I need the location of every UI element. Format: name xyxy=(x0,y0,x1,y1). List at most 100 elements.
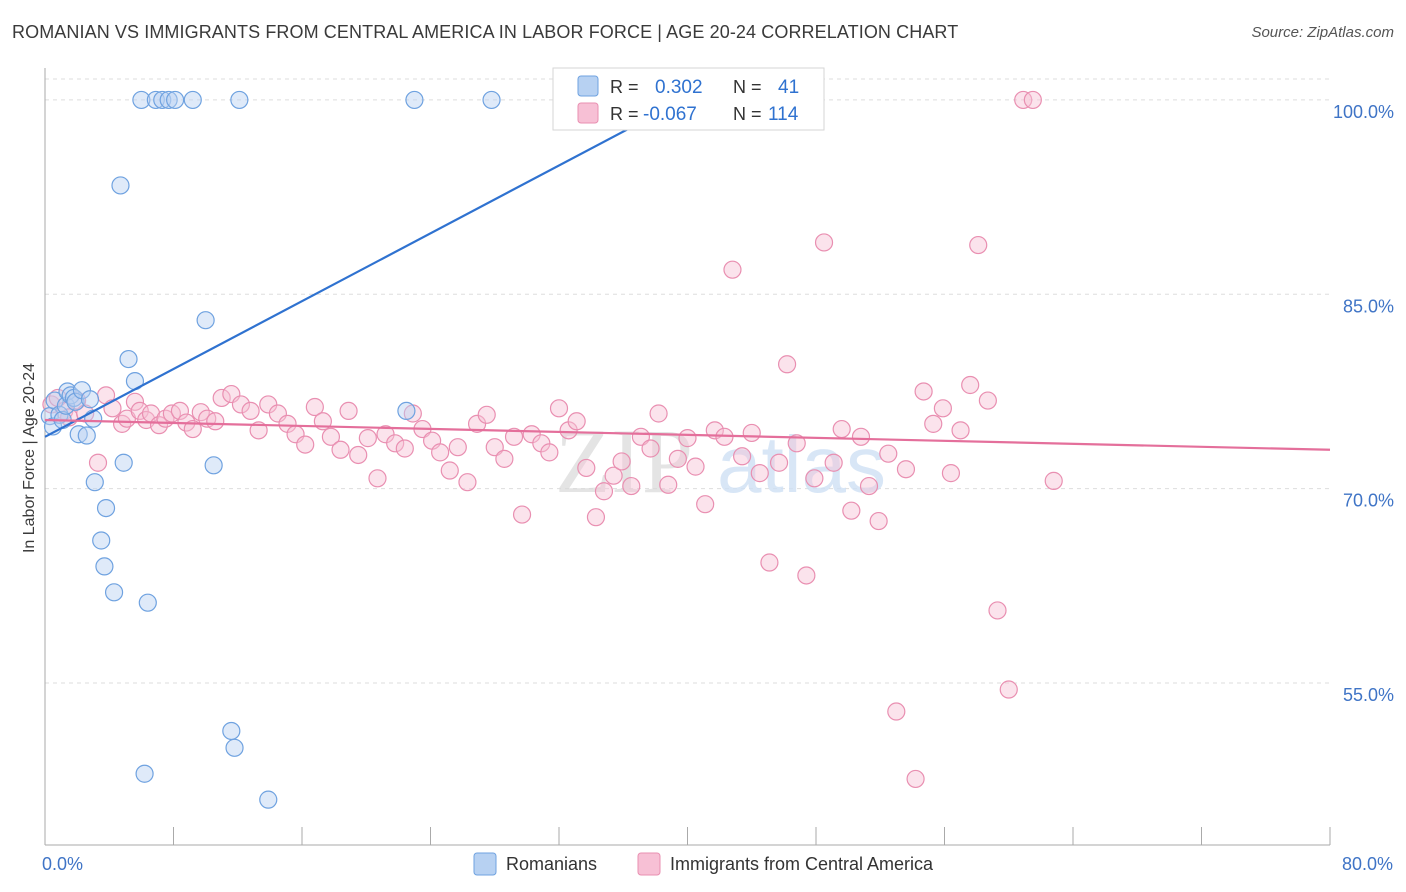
immigrants-point xyxy=(241,401,260,421)
romanians-point xyxy=(222,721,241,741)
immigrants-point xyxy=(659,475,678,494)
immigrants-point xyxy=(1014,90,1033,110)
immigrants-point xyxy=(331,440,350,459)
immigrants-point xyxy=(183,419,202,439)
immigrants-point xyxy=(649,404,668,423)
immigrants-point xyxy=(259,395,278,414)
immigrants-point xyxy=(440,461,459,480)
immigrants-point xyxy=(88,453,108,472)
romanians-points xyxy=(40,90,501,809)
chart-title: ROMANIAN VS IMMIGRANTS FROM CENTRAL AMER… xyxy=(12,22,959,42)
immigrants-point xyxy=(941,464,961,483)
immigrants-point xyxy=(567,412,586,431)
trend-lines xyxy=(44,92,1331,451)
immigrants-point xyxy=(191,403,210,422)
romanians-point xyxy=(114,453,133,472)
romanians-point xyxy=(225,738,244,757)
romanians-point xyxy=(66,392,85,411)
legend-romanians-swatch xyxy=(473,852,497,876)
immigrants-point xyxy=(723,260,742,279)
immigrants-point xyxy=(368,469,387,488)
immigrants-point xyxy=(448,438,467,457)
immigrants-point xyxy=(696,495,715,514)
immigrants-point xyxy=(896,460,916,479)
romanians-point xyxy=(146,90,165,110)
immigrants-point xyxy=(742,423,761,443)
immigrants-point xyxy=(612,452,631,471)
immigrants-swatch xyxy=(577,102,599,124)
immigrants-point xyxy=(431,443,450,462)
immigrants-point xyxy=(686,457,705,476)
immigrants-point xyxy=(678,429,697,448)
immigrants-point xyxy=(750,464,769,483)
immigrants-point xyxy=(386,434,405,453)
romanians-point xyxy=(259,790,278,809)
legend-n-label-immigrants: N = xyxy=(733,104,762,124)
immigrants-point xyxy=(769,453,789,472)
legend-r-label-romanians: R = xyxy=(610,77,639,97)
immigrants-point xyxy=(549,399,569,418)
tick-labels: 55.0% 70.0% 85.0% 100.0% 0.0% 80.0% xyxy=(42,102,1394,874)
immigrants-point xyxy=(933,399,952,418)
source-credit: Source: ZipAtlas.com xyxy=(1251,24,1394,41)
romanians-point xyxy=(132,90,151,110)
legend-romanians-label: Romanians xyxy=(506,854,597,874)
legend-n-value-immigrants: 114 xyxy=(768,104,799,125)
immigrants-point xyxy=(495,449,514,468)
romanians-point xyxy=(135,764,154,783)
immigrants-point xyxy=(988,601,1007,620)
romanians-point xyxy=(230,90,249,110)
romanians-point xyxy=(138,593,157,612)
romanians-point xyxy=(95,557,114,576)
x-tick-label-min: 0.0% xyxy=(42,854,83,874)
romanians-point xyxy=(119,349,138,369)
immigrants-point xyxy=(924,414,943,433)
immigrants-point xyxy=(376,425,395,444)
immigrants-point xyxy=(586,508,606,527)
x-tick-label-max: 80.0% xyxy=(1342,854,1393,874)
immigrants-point xyxy=(577,458,596,478)
immigrants-point xyxy=(149,416,169,435)
immigrants-point xyxy=(832,419,851,439)
grid-lines xyxy=(45,78,1330,684)
legend-n-label-romanians: N = xyxy=(733,77,762,97)
immigrants-points xyxy=(42,90,1063,789)
immigrants-point xyxy=(787,434,806,453)
immigrants-point xyxy=(477,405,496,424)
immigrants-point xyxy=(125,392,145,411)
immigrants-point xyxy=(733,447,752,466)
immigrants-point xyxy=(504,427,524,446)
romanians-point xyxy=(104,583,124,602)
immigrants-point xyxy=(906,769,925,789)
immigrants-point xyxy=(540,443,559,462)
romanians-point xyxy=(84,409,103,428)
immigrants-point xyxy=(842,501,861,520)
immigrants-point xyxy=(760,553,779,572)
immigrants-point xyxy=(797,566,816,585)
immigrants-point xyxy=(1023,90,1042,110)
legend-r-label-immigrants: R = xyxy=(610,104,639,124)
immigrants-point xyxy=(349,445,368,465)
y-tick-label: 100.0% xyxy=(1333,102,1394,122)
immigrants-point xyxy=(805,469,824,488)
immigrants-point xyxy=(458,473,477,492)
y-tick-label: 85.0% xyxy=(1343,296,1394,316)
immigrants-point xyxy=(231,395,251,414)
immigrants-point xyxy=(212,388,231,408)
immigrants-point xyxy=(321,427,341,446)
immigrants-point xyxy=(668,449,687,468)
immigrants-point xyxy=(999,680,1018,699)
romanians-point xyxy=(77,426,96,445)
immigrants-point xyxy=(467,414,487,433)
immigrants-point xyxy=(641,439,660,458)
immigrants-point xyxy=(522,425,541,444)
romanians-point xyxy=(111,176,130,195)
axes xyxy=(44,68,1331,846)
immigrants-point xyxy=(978,391,997,410)
immigrants-point xyxy=(879,444,898,463)
romanians-swatch xyxy=(577,75,599,97)
immigrants-point xyxy=(969,235,988,255)
immigrants-point xyxy=(777,355,797,374)
romanians-point xyxy=(50,405,69,424)
immigrants-point xyxy=(512,505,532,524)
